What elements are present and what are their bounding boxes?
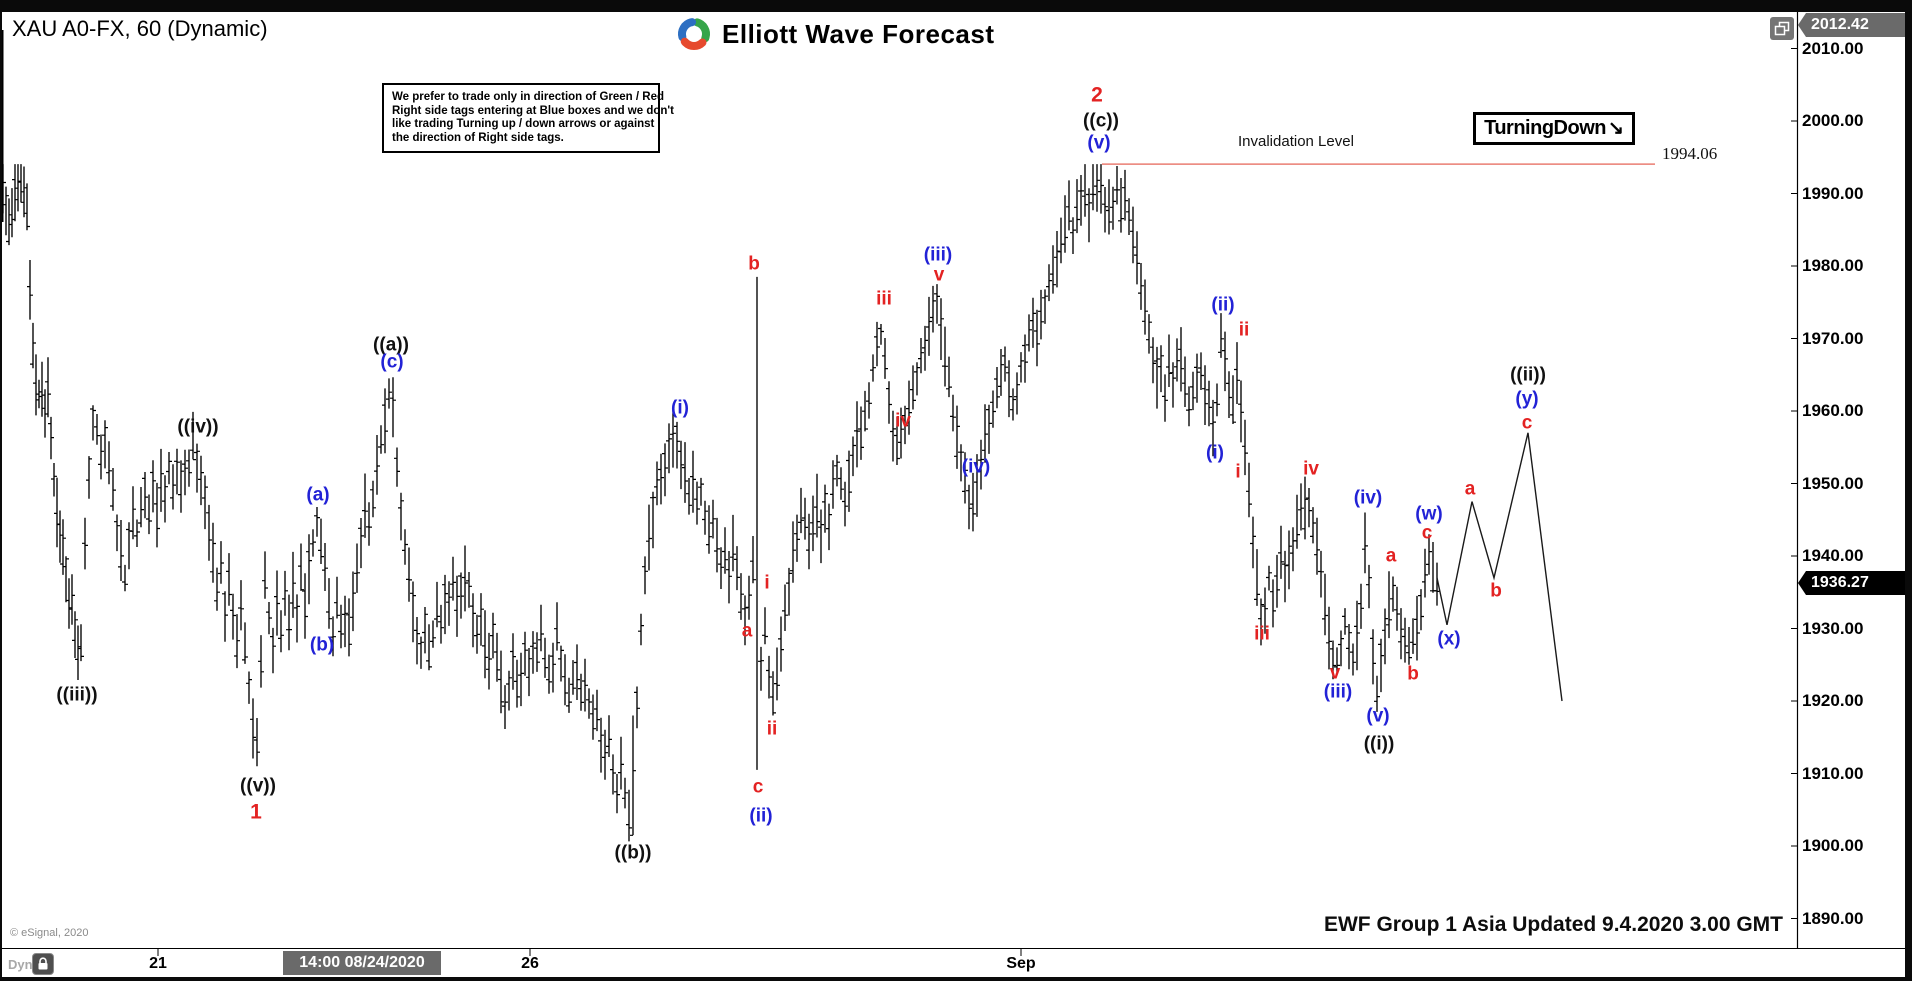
wave-label: ((v)) <box>240 775 276 797</box>
wave-label: i <box>764 572 770 594</box>
ewf-update-note: EWF Group 1 Asia Updated 9.4.2020 3.00 G… <box>1323 913 1783 936</box>
price-tick-label: 1900.00 <box>1802 836 1864 855</box>
price-tick-label: 1890.00 <box>1802 908 1864 928</box>
wave-label: v <box>1329 662 1341 684</box>
price-tick-label: 1960.00 <box>1802 401 1864 420</box>
price-tick-label: 1930.00 <box>1802 618 1864 638</box>
wave-label: ((ii)) <box>1510 364 1546 386</box>
wave-label: (ii) <box>1211 294 1235 316</box>
wave-label: c <box>752 776 764 798</box>
wave-label: ((b)) <box>614 842 652 864</box>
wave-label: ii <box>766 718 778 740</box>
wave-label: (b) <box>309 634 335 656</box>
wave-label: c <box>1421 522 1433 544</box>
wave-label: (a) <box>306 484 330 506</box>
turning-down-label: TurningDown <box>1484 117 1606 139</box>
wave-label: (i) <box>671 397 689 419</box>
wave-label: iii <box>876 288 892 310</box>
window-right-edge[interactable] <box>1905 0 1912 981</box>
elliott-wave-forecast-logo: Elliott Wave Forecast <box>675 15 995 53</box>
restore-window-icon[interactable] <box>1770 17 1794 40</box>
wave-label: a <box>1464 478 1476 500</box>
wave-label: (iii) <box>923 244 953 266</box>
wave-label: (v) <box>1366 705 1390 727</box>
price-tick-label: 1980.00 <box>1802 256 1864 275</box>
forecast-zigzag <box>1436 432 1563 702</box>
open-ticks <box>0 179 1437 836</box>
price-tick-label: 2010.00 <box>1802 38 1864 58</box>
note-line: like trading Turning up / down arrows or… <box>392 118 655 130</box>
wave-label: i <box>1235 461 1241 483</box>
time-tick-label: 26 <box>521 955 539 972</box>
wave-label: ((i)) <box>1363 733 1395 755</box>
dyn-mode-label: Dyn <box>8 957 33 972</box>
turning-down-arrow-icon: ↘ <box>1607 118 1624 139</box>
window-top-edge <box>0 0 1912 12</box>
note-line: We prefer to trade only in direction of … <box>392 91 664 103</box>
wave-label: (y) <box>1515 388 1539 410</box>
price-tick-label: 1940.00 <box>1802 546 1864 565</box>
price-tick-label: 2000.00 <box>1802 111 1864 130</box>
wave-label: a <box>741 620 753 642</box>
wave-label: ((iv)) <box>177 416 219 438</box>
window-left-edge <box>0 12 2 981</box>
invalidation-level-value: 1994.06 <box>1662 144 1718 163</box>
swirl-logo-icon <box>676 16 712 52</box>
ohlc-bars <box>2 164 1438 842</box>
wave-label: 1 <box>250 800 262 824</box>
wave-label: (i) <box>1206 442 1224 464</box>
note-line: the direction of Right side tags. <box>392 131 564 144</box>
lock-icon[interactable] <box>32 953 54 975</box>
timestamp-badge: 14:00 08/24/2020 <box>283 951 441 975</box>
time-tick-label: 21 <box>149 955 167 972</box>
wave-label: ii <box>1238 319 1250 341</box>
window-bottom-edge <box>0 977 1912 981</box>
symbol-title: XAU A0-FX, 60 (Dynamic) <box>12 16 268 41</box>
invalidation-level-label: Invalidation Level <box>1238 133 1354 150</box>
wave-label: b <box>748 253 760 275</box>
logo-text: Elliott Wave Forecast <box>722 18 995 49</box>
wave-label: (ii) <box>749 805 773 827</box>
close-ticks <box>3 179 1440 829</box>
price-tick-label: 1970.00 <box>1802 328 1864 348</box>
turning-down-badge: TurningDown ↘ <box>1473 112 1635 145</box>
wave-label: a <box>1385 545 1397 567</box>
last-price-tag: 1936.27 <box>1798 571 1905 596</box>
clipped-first-bar <box>0 30 4 222</box>
wave-label: 2 <box>1091 83 1103 107</box>
session-high-tag: 2012.42 <box>1798 13 1905 37</box>
wave-label: (iii) <box>1323 681 1353 703</box>
wave-label: (iv) <box>1353 487 1383 509</box>
price-tick-label: 1920.00 <box>1802 691 1864 710</box>
trading-note-box: We prefer to trade only in direction of … <box>382 83 674 153</box>
wave-label: ((c)) <box>1083 110 1119 132</box>
wave-label: (v) <box>1087 132 1111 154</box>
note-line: Right side tags entering at Blue boxes a… <box>392 104 674 117</box>
wave-label: iv <box>895 410 911 432</box>
wave-label: iii <box>1254 623 1270 645</box>
wave-label: iv <box>1303 458 1319 480</box>
wave-label: ((a)) <box>373 334 409 356</box>
time-tick-label: Sep <box>1006 955 1036 972</box>
wave-label: ((iii)) <box>56 684 98 706</box>
wave-label: b <box>1407 663 1419 685</box>
wave-label: v <box>933 264 945 286</box>
esignal-copyright: © eSignal, 2020 <box>10 927 89 939</box>
price-tick-label: 1990.00 <box>1802 183 1864 203</box>
wave-label: c <box>1521 412 1533 434</box>
wave-label: (iv) <box>961 456 991 478</box>
price-tick-label: 1950.00 <box>1802 473 1864 493</box>
wave-label: (w) <box>1415 503 1443 525</box>
wave-label: (x) <box>1437 628 1461 650</box>
wave-label: (c) <box>380 351 404 373</box>
price-tick-label: 1910.00 <box>1802 763 1864 783</box>
wave-label: b <box>1490 580 1502 602</box>
